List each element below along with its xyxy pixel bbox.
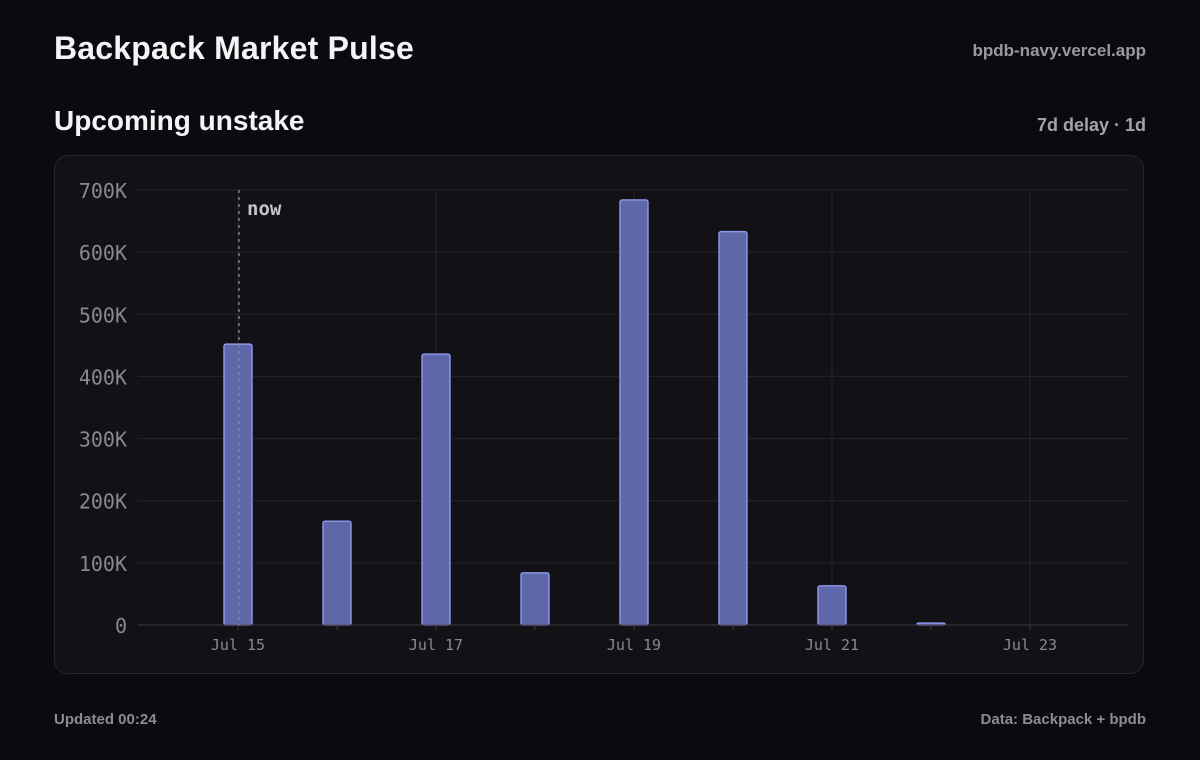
chart-card: 0 100K 200K 300K 400K 500K 600K 700K Jul 15 Jul 1…	[54, 155, 1144, 674]
y-tick-label: 600K	[79, 241, 127, 265]
x-tick-label: Jul 15	[211, 636, 265, 654]
y-tick-label: 400K	[79, 365, 127, 389]
bar-jul-20[interactable]	[718, 230, 748, 626]
now-marker-label: now	[247, 198, 282, 220]
x-tick-label: Jul 21	[805, 636, 859, 654]
bar-jul-19[interactable]	[619, 199, 649, 626]
section-title: Upcoming unstake	[54, 105, 305, 136]
app-domain-link[interactable]: bpdb-navy.vercel.app	[972, 41, 1146, 60]
bar-jul-18[interactable]	[520, 572, 550, 626]
x-tick-label: Jul 19	[607, 636, 661, 654]
x-tick-label: Jul 23	[1003, 636, 1057, 654]
y-tick-label: 700K	[79, 179, 127, 203]
updated-timestamp: Updated 00:24	[54, 711, 157, 728]
y-tick-label: 200K	[79, 490, 127, 514]
app-title: Backpack Market Pulse	[54, 30, 414, 66]
bar-jul-17[interactable]	[421, 353, 451, 626]
x-tick-label: Jul 17	[409, 636, 463, 654]
data-source-credit: Data: Backpack + bpdb	[980, 711, 1146, 728]
y-tick-label: 0	[115, 614, 127, 638]
unstake-bar-chart: 0 100K 200K 300K 400K 500K 600K 700K Jul 15 Jul 1…	[79, 179, 1128, 654]
bar-jul-21[interactable]	[817, 585, 847, 626]
y-tick-label: 100K	[79, 552, 127, 576]
y-tick-label: 500K	[79, 303, 127, 327]
section-meta: 7d delay · 1d	[1036, 115, 1146, 135]
bar-jul-16[interactable]	[322, 520, 352, 626]
y-tick-label: 300K	[79, 428, 127, 452]
bar-jul-15[interactable]	[223, 343, 253, 626]
